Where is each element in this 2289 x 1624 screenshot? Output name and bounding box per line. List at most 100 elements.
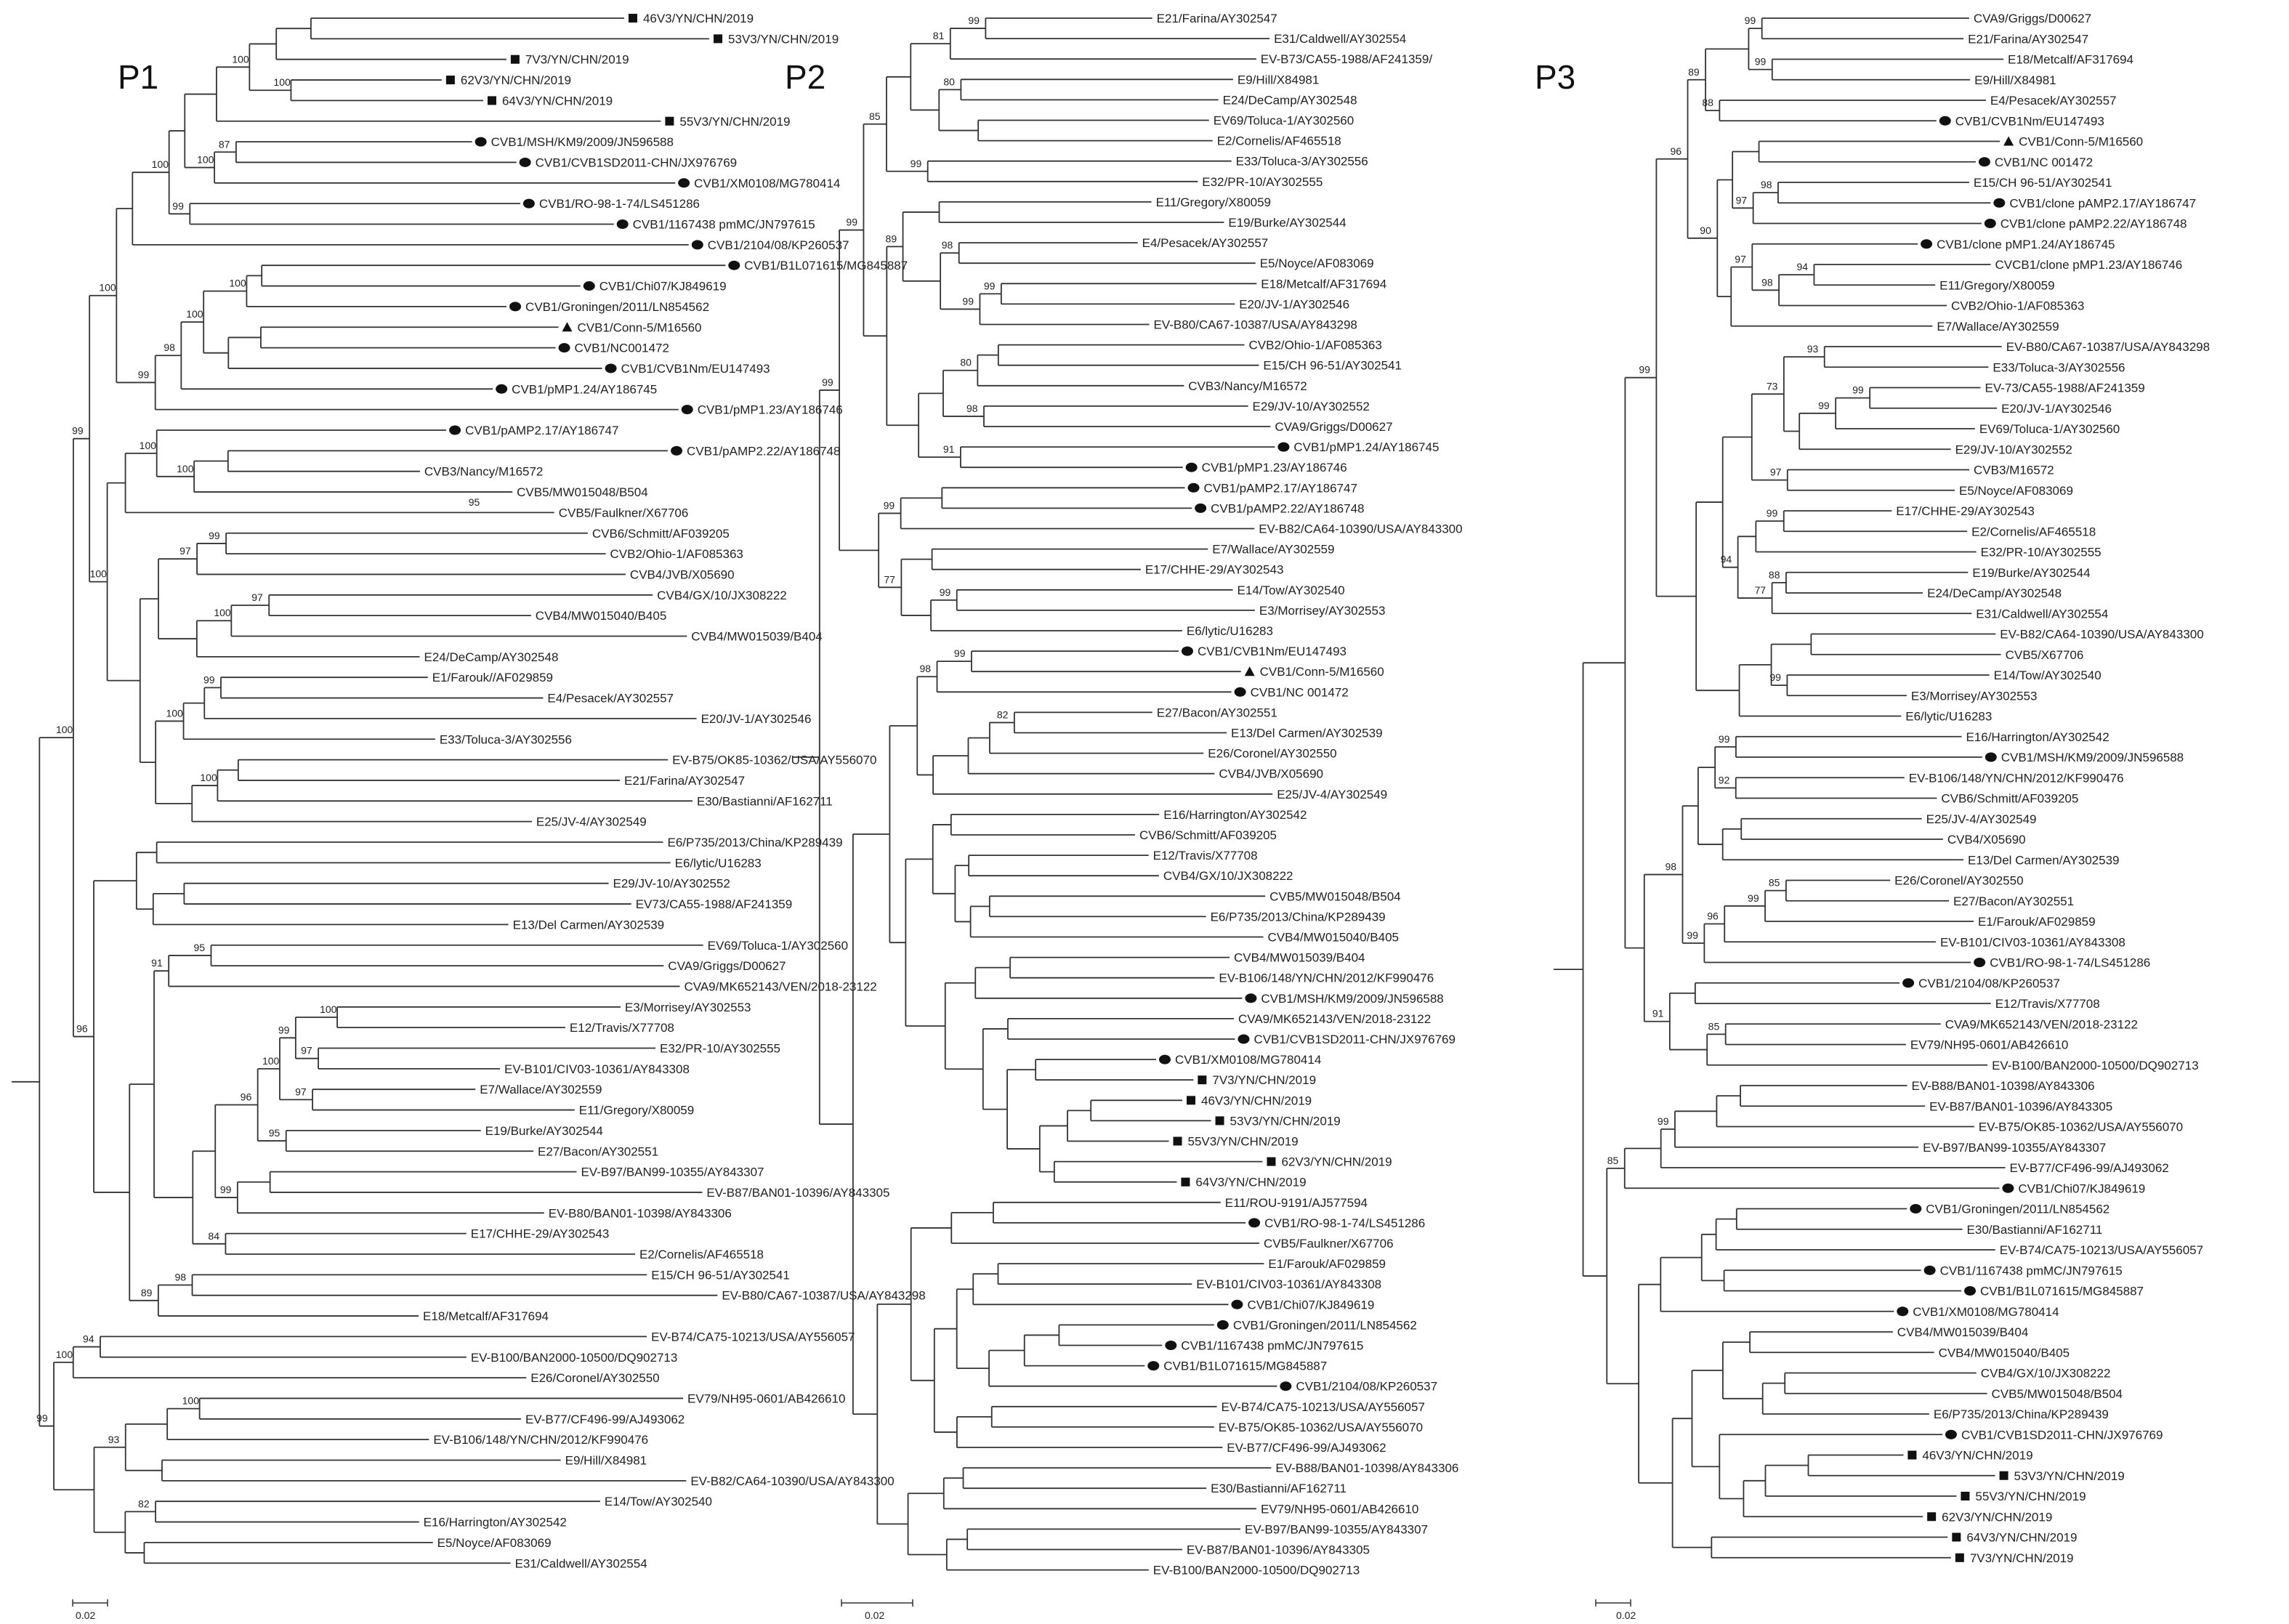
leaf-labels-p1: 46V3/YN/CHN/2019 53V3/YN/CHN/2019 7V3/YN/C… (423, 12, 926, 1570)
leaf-label: CVB1/pAMP2.17/AY186747 (465, 424, 618, 437)
leaf-label: E18/Metcalf/AF317694 (2008, 53, 2133, 67)
leaf-label: EV-B77/CF496-99/AJ493062 (1227, 1441, 1386, 1455)
panel-title-p3: P3 (1535, 58, 1575, 96)
leaf-label: E5/Noyce/AF083069 (437, 1536, 552, 1550)
leaf-label: E31/Caldwell/AY302554 (515, 1556, 647, 1570)
circle-marker-icon (691, 240, 703, 250)
bootstrap-value: 100 (99, 282, 116, 294)
bootstrap-value: 82 (138, 1498, 150, 1509)
scale-bar-p1: 0.02 (72, 1599, 108, 1621)
leaf-label: CVB1/pAMP2.22/AY186748 (1211, 501, 1364, 515)
leaf-label: E24/DeCamp/AY302548 (1927, 586, 2062, 600)
bootstrap-value: 100 (273, 76, 291, 88)
circle-marker-icon (1216, 1320, 1229, 1330)
bootstrap-value: 99 (962, 295, 974, 307)
circle-marker-icon (1993, 198, 2006, 208)
leaf-label: CVB4/X05690 (1947, 833, 2026, 847)
leaf-label: 7V3/YN/CHN/2019 (525, 53, 629, 67)
leaf-label: 46V3/YN/CHN/2019 (1922, 1449, 2032, 1463)
circle-marker-icon (728, 260, 740, 270)
bootstrap-value: 100 (166, 707, 184, 719)
leaf-label: EV-73/CA55-1988/AF241359 (1985, 381, 2144, 395)
bootstrap-value: 99 (1639, 364, 1650, 376)
leaf-label: E27/Bacon/AY302551 (1157, 706, 1277, 719)
leaf-label: CVB4/MW015040/B405 (1939, 1346, 2070, 1360)
circle-marker-icon (449, 425, 461, 435)
circle-marker-icon (1945, 1429, 1957, 1439)
bootstrap-value: 99 (954, 647, 966, 659)
bootstrap-value: 97 (1736, 194, 1748, 206)
leaf-label: CVB1/clone pAMP2.22/AY186748 (2001, 217, 2187, 231)
leaf-label: CVA9/MK652143/VEN/2018-23122 (1238, 1012, 1431, 1026)
leaf-label: CVB1/XM0108/MG780414 (1913, 1305, 2059, 1319)
leaf-label: 46V3/YN/CHN/2019 (643, 12, 754, 25)
leaf-label: EV-B80/CA67-10387/USA/AY843298 (1154, 318, 1357, 332)
scale-label-p3: 0.02 (1616, 1609, 1636, 1621)
leaf-label: E14/Tow/AY302540 (1994, 668, 2102, 682)
leaf-label: 53V3/YN/CHN/2019 (1230, 1114, 1341, 1128)
circle-marker-icon (1902, 978, 1915, 988)
bootstrap-value: 99 (911, 158, 922, 169)
circle-marker-icon (519, 157, 531, 167)
leaf-label: E3/Morrisey/AY302553 (625, 1001, 751, 1014)
bootstrap-value: 97 (1770, 466, 1782, 478)
leaf-label: EV-B87/BAN01-10396/AY843305 (1929, 1099, 2112, 1113)
leaf-label: E16/Harrington/AY302542 (1966, 730, 2109, 744)
tree-branches-p1 (12, 17, 726, 1564)
bootstrap-value: 98 (942, 239, 953, 251)
leaf-label: EV-B80/BAN01-10398/AY843306 (549, 1206, 732, 1220)
bootstrap-value: 82 (997, 708, 1009, 720)
leaf-label: CVB1/RO-98-1-74/LS451286 (1264, 1216, 1425, 1230)
bootstrap-value: 99 (1852, 384, 1864, 396)
bootstrap-values-p2: 99 81 80 99 85 98 99 99 89 80 98 91 99 99 99 77 99 99 98 82 (822, 15, 1009, 720)
leaf-label: EV-B82/CA64-10390/USA/AY843300 (2000, 628, 2203, 642)
circle-marker-icon (605, 363, 617, 373)
bootstrap-value: 84 (208, 1230, 219, 1242)
leaf-label: CVB1/CVB1SD2011-CHN/JX976769 (1254, 1033, 1456, 1046)
leaf-label: CVB2/Ohio-1/AF085363 (1951, 299, 2084, 313)
leaf-label: CVB1/NC 001472 (1251, 685, 1349, 699)
bootstrap-value: 99 (1658, 1115, 1669, 1127)
bootstrap-value: 100 (229, 278, 246, 289)
bootstrap-value: 77 (884, 573, 895, 585)
scale-bar-p2: 0.02 (841, 1599, 913, 1621)
leaf-label: EV-B97/BAN99-10355/AY843307 (1923, 1141, 2106, 1155)
leaf-label: E20/JV-1/AY302546 (1239, 297, 1349, 311)
bootstrap-value: 99 (846, 217, 857, 228)
leaf-label: E21/Farina/AY302547 (624, 774, 745, 788)
leaf-label: CVB1/CVB1SD2011-CHN/JX976769 (1961, 1428, 2163, 1442)
bootstrap-value: 98 (920, 663, 932, 674)
tree-panel-p2: P2 E21/Farina/AY302547 E31/Caldwell/AY302… (785, 12, 1463, 1621)
scale-label-p1: 0.02 (76, 1609, 95, 1621)
leaf-label: EV69/Toluca-1/AY302560 (708, 939, 848, 953)
leaf-label: E1/Farouk/AF029859 (1978, 915, 2096, 929)
bootstrap-value: 100 (197, 154, 214, 166)
bootstrap-value: 99 (278, 1024, 290, 1035)
circle-marker-icon (678, 178, 690, 188)
bootstrap-value: 99 (172, 200, 184, 211)
leaf-label: CVB1/2104/08/KP260537 (708, 238, 849, 252)
leaf-label: E6/P735/2013/China/KP289439 (668, 836, 843, 849)
leaf-label: CVB1/B1L071615/MG845887 (1163, 1360, 1327, 1373)
bootstrap-value: 96 (241, 1091, 252, 1102)
tree-branches-p3 (1554, 17, 2006, 1559)
bootstrap-value: 99 (984, 280, 996, 291)
leaf-label: E33/Toluca-3/AY302556 (1236, 155, 1368, 169)
leaf-label: CVA9/Griggs/D00627 (668, 959, 786, 973)
leaf-label: 7V3/YN/CHN/2019 (1970, 1551, 2074, 1565)
leaf-label: E30/Bastianni/AF162711 (1211, 1482, 1347, 1495)
leaf-label: CVB1/Groningen/2011/LN854562 (1233, 1318, 1417, 1332)
leaf-label: E19/Burke/AY302544 (485, 1124, 603, 1138)
circle-marker-icon (681, 405, 693, 415)
leaf-label: CVB1/pMP1.24/AY186745 (512, 382, 657, 396)
leaf-labels-p2: E21/Farina/AY302547 E31/Caldwell/AY302554… (1139, 12, 1463, 1577)
leaf-label: 64V3/YN/CHN/2019 (502, 94, 613, 108)
bootstrap-value: 94 (1796, 261, 1808, 272)
bootstrap-value: 96 (76, 1023, 88, 1035)
leaf-label: EV-B101/CIV03-10361/AY843308 (1940, 935, 2126, 949)
leaf-label: EV-B75/OK85-10362/USA/AY556070 (1979, 1120, 2183, 1134)
leaf-label: E20/JV-1/AY302546 (2001, 402, 2112, 416)
bootstrap-value: 95 (269, 1127, 280, 1139)
leaf-label: CVB1/2104/08/KP260537 (1296, 1380, 1437, 1394)
